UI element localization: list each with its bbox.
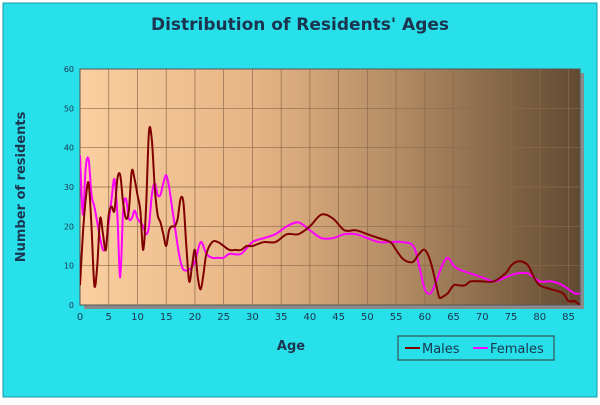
y-axis-ticks: 0 10 20 30 40 50 60 xyxy=(64,65,74,310)
chart-title: Distribution of Residents' Ages xyxy=(151,15,449,35)
y-tick-label: 30 xyxy=(64,183,74,192)
x-tick-label: 75 xyxy=(505,312,518,323)
x-tick-label: 40 xyxy=(304,312,317,323)
x-tick-label: 65 xyxy=(447,312,460,323)
y-tick-label: 60 xyxy=(64,65,74,74)
x-tick-label: 5 xyxy=(106,312,112,323)
x-tick-label: 85 xyxy=(562,312,575,323)
x-axis-label: Age xyxy=(277,339,305,354)
x-tick-label: 45 xyxy=(332,312,345,323)
x-tick-label: 20 xyxy=(189,312,202,323)
y-tick-label: 10 xyxy=(64,262,74,271)
series-line-males xyxy=(80,126,580,305)
x-tick-label: 30 xyxy=(246,312,259,323)
x-tick-label: 50 xyxy=(361,312,374,323)
y-tick-label: 20 xyxy=(64,222,74,231)
legend-label-females: Females xyxy=(490,342,544,357)
legend-label-males: Males xyxy=(422,342,460,357)
series-line-females xyxy=(80,155,580,295)
x-tick-label: 25 xyxy=(217,312,230,323)
y-tick-label: 40 xyxy=(64,144,74,153)
y-axis-label: Number of residents xyxy=(14,111,29,262)
x-tick-label: 55 xyxy=(390,312,403,323)
x-axis-ticks: 0 5 10 15 20 25 30 35 40 45 50 55 60 65 70 75 80 85 xyxy=(77,312,575,323)
x-tick-label: 80 xyxy=(533,312,546,323)
y-tick-label: 50 xyxy=(64,104,74,113)
x-tick-label: 70 xyxy=(476,312,489,323)
x-tick-label: 0 xyxy=(77,312,83,323)
x-tick-label: 60 xyxy=(418,312,431,323)
y-tick-label: 0 xyxy=(69,301,74,310)
x-tick-label: 15 xyxy=(160,312,173,323)
x-tick-label: 10 xyxy=(131,312,144,323)
series-layer xyxy=(80,126,580,305)
x-tick-label: 35 xyxy=(275,312,288,323)
legend: Males Females xyxy=(397,335,555,361)
